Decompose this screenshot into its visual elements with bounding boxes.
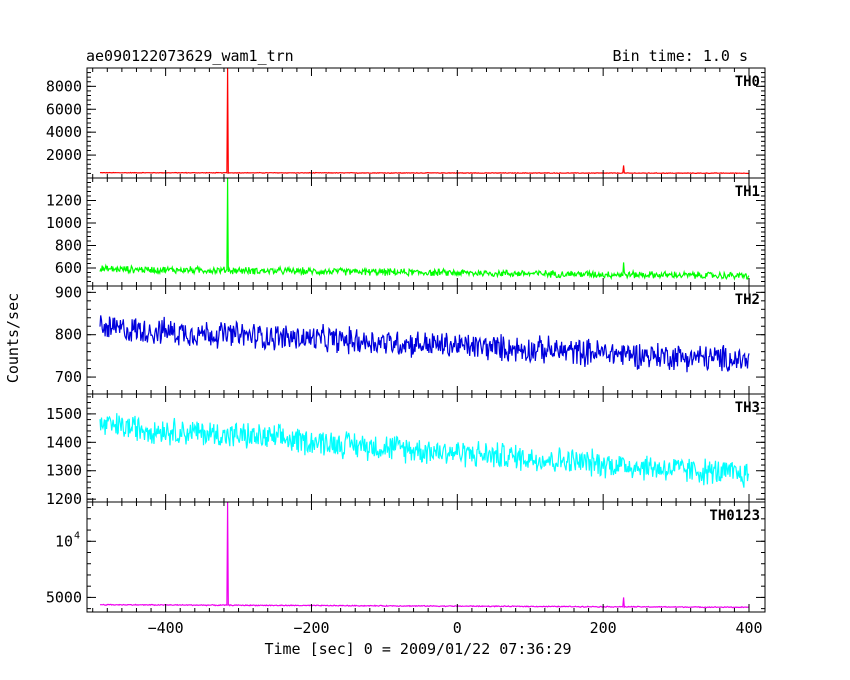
x-tick-label: −400 (148, 619, 184, 637)
y-tick-label: 10 (55, 532, 73, 550)
y-tick-label: 1000 (46, 214, 82, 232)
y-axis-label: Counts/sec (4, 293, 22, 383)
y-tick-label: 1500 (46, 405, 82, 423)
y-tick-label: 1400 (46, 433, 82, 451)
x-tick-label: 200 (590, 619, 617, 637)
y-tick-label: 4000 (46, 123, 82, 141)
y-tick-label: 1200 (46, 490, 82, 508)
panel-name-th0: TH0 (735, 74, 760, 90)
panel-name-th1: TH1 (735, 184, 760, 200)
x-tick-label: 0 (453, 619, 462, 637)
panel-th3: 1200 1300 1400 1500 TH3 (46, 393, 766, 508)
chart-title: ae090122073629_wam1_trn (86, 47, 294, 65)
series-line-th1 (99, 178, 750, 281)
y-tick-label: 6000 (46, 100, 82, 118)
panel-th2: 700 800 900 TH2 (55, 283, 766, 395)
series-line-th2 (99, 315, 750, 373)
panel-name-th3: TH3 (735, 400, 760, 416)
x-tick-label: −200 (293, 619, 329, 637)
y-tick-label: 1300 (46, 462, 82, 480)
y-tick-label: 2000 (46, 146, 82, 164)
panel-name-th2: TH2 (735, 292, 760, 308)
bin-time-label: Bin time: 1.0 s (613, 47, 748, 65)
panel-frame (86, 177, 766, 287)
y-tick-label: 1200 (46, 192, 82, 210)
series-line-th0 (99, 68, 750, 175)
x-tick-labels: −400 −200 0 200 400 (148, 619, 763, 637)
panel-th0123: 5000 10 4 TH0123 (46, 501, 766, 613)
y-tick-label: 600 (55, 259, 82, 277)
y-tick-label: 900 (55, 283, 82, 301)
y-tick-label-exponent: 4 (74, 530, 80, 541)
x-axis-label: Time [sec] 0 = 2009/01/22 07:36:29 (264, 640, 571, 658)
panel-th0: 2000 4000 6000 8000 TH0 (46, 67, 766, 179)
y-tick-label: 5000 (46, 588, 82, 606)
y-tick-label: 800 (55, 326, 82, 344)
series-line-th0123 (99, 502, 750, 609)
panel-frame (86, 501, 766, 613)
y-tick-label: 8000 (46, 77, 82, 95)
panel-frame (86, 67, 766, 179)
y-tick-label: 800 (55, 237, 82, 255)
panel-name-th0123: TH0123 (709, 508, 760, 524)
panels: 2000 4000 6000 8000 TH0 600 800 1000 1200 TH1 700 8… (46, 67, 766, 613)
series-line-th3 (99, 413, 750, 488)
panel-th1: 600 800 1000 1200 TH1 (46, 177, 766, 287)
y-tick-label: 700 (55, 368, 82, 386)
x-tick-label: 400 (735, 619, 762, 637)
